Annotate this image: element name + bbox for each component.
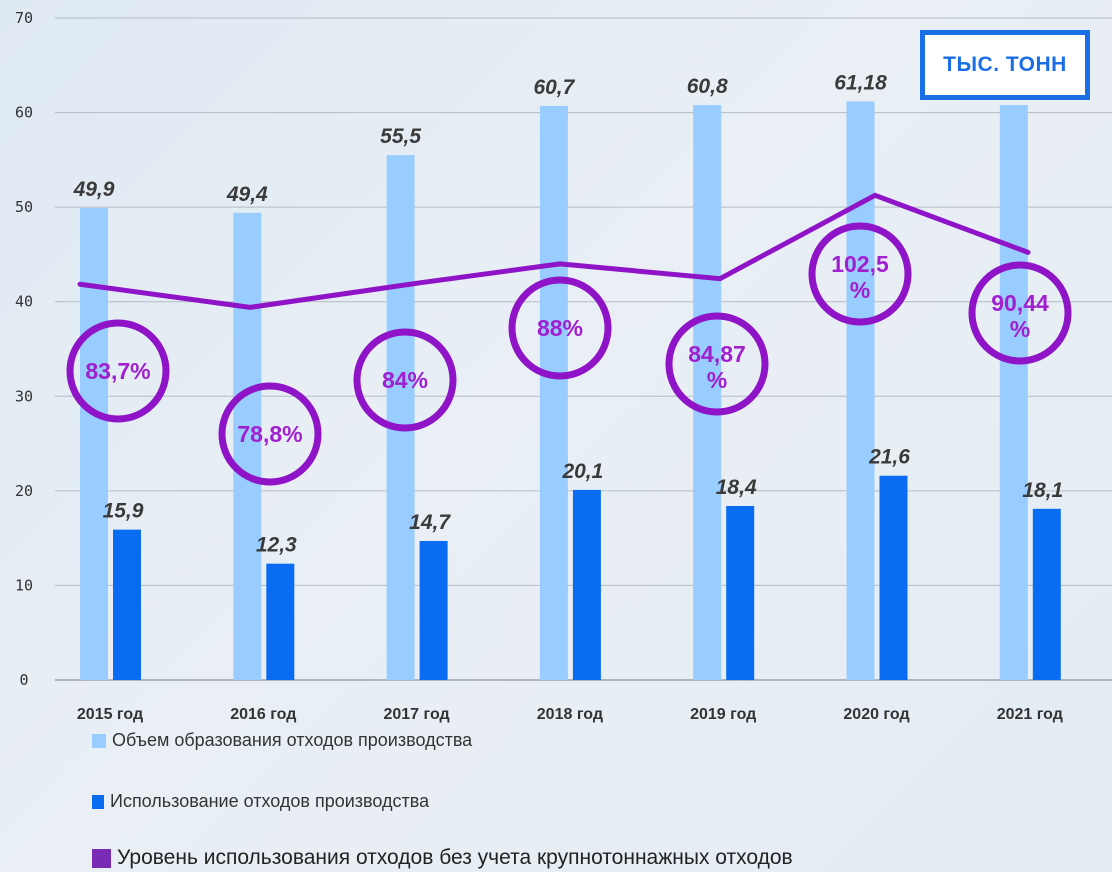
data-label-volume: 49,4 — [226, 183, 268, 206]
percent-label: 78,8% — [237, 421, 302, 447]
data-label-volume: 60,8 — [687, 75, 728, 98]
bar-usage — [572, 489, 601, 680]
legend-item-level: Уровень использования отходов без учета … — [92, 846, 793, 870]
bar-usage — [726, 505, 755, 680]
x-tick-label: 2021 год — [997, 706, 1063, 723]
percent-label: % — [850, 277, 870, 303]
bar-volume — [539, 105, 568, 681]
y-tick-label: 20 — [15, 482, 33, 500]
percent-circle — [808, 222, 912, 326]
data-label-usage: 12,3 — [256, 534, 297, 557]
data-label-usage: 18,4 — [716, 476, 757, 499]
level-line — [77, 192, 1031, 310]
legend-label-level: Уровень использования отходов без учета … — [117, 846, 793, 869]
bar-usage — [419, 540, 448, 680]
data-label-volume: 55,5 — [380, 125, 421, 148]
bar-volume — [233, 212, 262, 680]
bar-usage — [113, 529, 141, 680]
gridlines — [55, 17, 1112, 681]
bar-usage — [879, 475, 908, 680]
legend-swatch-usage — [92, 794, 104, 809]
y-tick-label: 0 — [19, 671, 28, 689]
x-tick-label: 2017 год — [383, 706, 449, 723]
x-tick-label: 2019 год — [690, 706, 756, 723]
percent-label: 88% — [537, 315, 583, 341]
x-tick-label: 2016 год — [230, 706, 296, 723]
y-tick-label: 70 — [15, 9, 33, 27]
x-axis: 2015 год 2016 год 2017 год 2018 год 2019 год… — [77, 706, 1063, 723]
y-tick-label: 10 — [15, 576, 33, 594]
percent-label: 84% — [382, 367, 428, 393]
legend-label-usage: Использование отходов производства — [110, 791, 430, 811]
percent-circles: 83,7%78,8%84%88%84,87%102,5% 90,44% — [66, 222, 1072, 486]
bar-labels: 49,9 15,9 49,4 12,3 55,5 14,7 60,7 20,1 60,8 18,4… — [73, 71, 1064, 556]
bar-volume — [386, 155, 415, 681]
y-tick-label: 30 — [15, 387, 33, 405]
x-tick-label: 2020 год — [843, 706, 909, 723]
data-label-volume: 60,7 — [533, 76, 575, 99]
percent-label: % — [1010, 316, 1030, 342]
percent-circle — [66, 319, 170, 423]
legend-swatch-volume — [92, 733, 106, 748]
bar-volume — [693, 105, 722, 680]
legend-item-volume: Объем образования отходов производства — [92, 730, 472, 751]
percent-label: 83,7% — [85, 358, 150, 384]
legend-swatch-level — [92, 848, 111, 868]
x-tick-label: 2015 год — [77, 706, 143, 723]
percent-circle — [968, 261, 1072, 365]
legend-label-volume: Объем образования отходов производства — [112, 730, 473, 750]
percent-circle — [353, 328, 457, 432]
data-label-usage: 21,6 — [868, 446, 910, 469]
percent-label: 84,87 — [688, 341, 746, 367]
legend-item-usage: Использование отходов производства — [92, 791, 429, 812]
percent-label: 90,44 — [991, 290, 1049, 316]
data-label-usage: 20,1 — [561, 460, 603, 483]
data-label-volume: 61,18 — [834, 71, 887, 94]
bar-usage — [266, 563, 295, 680]
y-tick-label: 40 — [15, 293, 33, 311]
data-label-usage: 14,7 — [409, 511, 451, 534]
y-tick-label: 50 — [15, 198, 33, 216]
unit-label: ТЫС. ТОНН — [920, 30, 1090, 100]
bar-volume — [80, 208, 108, 681]
percent-label: % — [707, 367, 727, 393]
y-tick-label: 60 — [15, 104, 33, 122]
bar-usage — [1032, 508, 1061, 680]
percent-circle — [508, 276, 612, 380]
data-label-volume: 49,9 — [73, 178, 115, 201]
bar-volume — [999, 105, 1028, 680]
bars — [80, 101, 1061, 681]
x-tick-label: 2018 год — [537, 706, 603, 723]
percent-circle — [665, 312, 769, 416]
percent-label: 102,5 — [831, 251, 889, 277]
data-label-usage: 15,9 — [103, 500, 144, 523]
y-axis: 0 10 20 30 40 50 60 70 — [15, 9, 33, 689]
bar-volume — [846, 101, 875, 681]
line-level — [77, 192, 1031, 310]
percent-circle — [218, 382, 322, 486]
data-label-usage: 18,1 — [1022, 479, 1063, 502]
